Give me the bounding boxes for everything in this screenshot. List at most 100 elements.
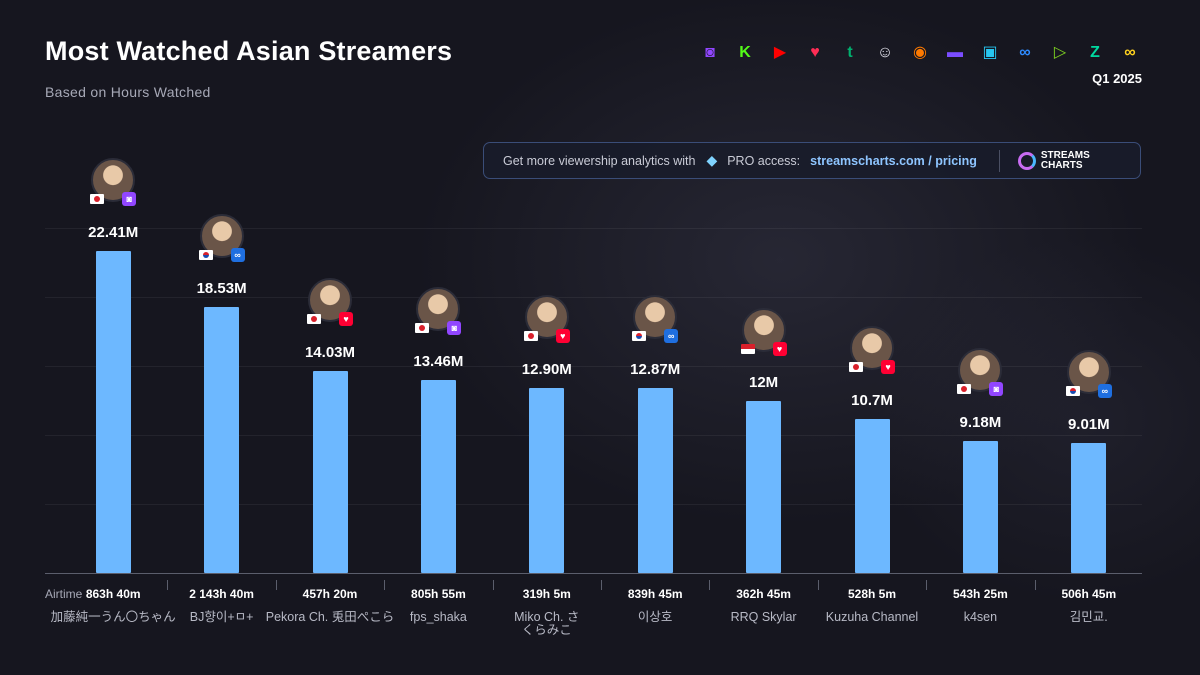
bar-value-label: 18.53M <box>196 279 247 297</box>
country-flag-icon <box>632 330 647 341</box>
diamond-icon: ◆ <box>706 152 718 168</box>
bar-value-label: 14.03M <box>304 344 356 362</box>
bar <box>420 379 456 573</box>
bar <box>1071 443 1107 573</box>
youtube-badge-icon: ♥ <box>772 341 787 356</box>
column-separator <box>1034 580 1036 590</box>
infinity-icon: ∞ <box>1019 44 1031 61</box>
airtime-value: 457h 20m <box>302 587 358 601</box>
youtube-badge-icon: ♥ <box>555 328 570 343</box>
twitch-badge-icon: ◙ <box>122 191 137 206</box>
streamer-avatar <box>524 294 569 339</box>
gridline <box>45 228 1142 229</box>
page-title: Most Watched Asian Streamers <box>45 36 453 66</box>
bar <box>529 387 565 573</box>
country-flag-icon <box>1065 386 1080 397</box>
airtime-value: 839h 45m <box>627 587 683 601</box>
purple-chat-icon: ▬ <box>947 44 963 61</box>
streamscharts-logo-icon <box>1017 151 1036 170</box>
column-separator <box>275 580 277 590</box>
bar-value-label: 10.7M <box>851 392 893 410</box>
streamer-name: fps_shaka <box>409 610 467 624</box>
bar <box>312 371 348 573</box>
orange-eye-icon: ◉ <box>913 44 927 61</box>
bar <box>637 387 673 573</box>
airtime-value: 863h 40m <box>85 587 141 601</box>
streamer-name: 이상호 <box>637 610 673 624</box>
x-axis-baseline <box>45 573 1142 574</box>
bar <box>854 419 890 573</box>
bar <box>962 441 998 573</box>
platform-icons-row: ◙ K ▶ ♥ t ☺ ◉ ▬ ▣ ∞ ▷ Z ∞ <box>698 42 1142 64</box>
airtime-value: 2 143h 40m <box>189 587 254 601</box>
page-subtitle: Based on Hours Watched <box>45 84 211 100</box>
youtube-icon: ▶ <box>773 44 787 61</box>
column-separator <box>167 580 169 590</box>
streamer-name: BJ향이+ㅁ+ <box>189 610 254 624</box>
country-flag-icon <box>307 314 321 325</box>
streamer-name: k4sen <box>963 610 998 624</box>
kick-icon: K <box>739 44 751 61</box>
column-separator <box>817 580 819 590</box>
twitch-icon: ◙ <box>705 44 715 61</box>
logo-line-2: CHARTS <box>1040 159 1083 171</box>
airtime-value: 543h 25m <box>953 587 1008 601</box>
green-t-icon: t <box>847 44 853 61</box>
airtime-value: 362h 45m <box>736 587 791 601</box>
heart-platform-icon: ♥ <box>810 44 820 61</box>
country-flag-icon <box>957 384 972 395</box>
streamer-name: 加藤純一うん〇ちゃん <box>50 610 176 624</box>
twitch-badge-icon: ◙ <box>447 320 462 335</box>
country-flag-icon <box>90 193 105 204</box>
airtime-label: Airtime <box>45 587 83 601</box>
bar <box>746 400 782 573</box>
promo-banner[interactable]: Get more viewership analytics with ◆ PRO… <box>483 142 1141 179</box>
bar-value-label: 12M <box>749 373 779 391</box>
airtime-value: 805h 55m <box>411 587 466 601</box>
infinity-badge-icon: ∞ <box>1097 384 1112 399</box>
youtube-badge-icon: ♥ <box>339 312 353 327</box>
gridline <box>45 435 1142 436</box>
pricing-link[interactable]: streamscharts.com / pricing <box>810 153 977 168</box>
bar-value-label: 12.90M <box>521 360 572 378</box>
streamer-name: RRQ Skylar <box>730 610 797 624</box>
streamer-name: 김민교. <box>1069 610 1108 624</box>
gridline <box>45 366 1142 367</box>
promo-divider <box>998 149 1000 172</box>
streamer-name: Pekora Ch. 兎田ぺこら <box>265 610 395 624</box>
infinity-badge-icon: ∞ <box>664 328 679 343</box>
cyan-video-icon: ▣ <box>982 44 998 61</box>
country-flag-icon <box>740 343 755 354</box>
period-label: Q1 2025 <box>1092 71 1142 86</box>
country-flag-icon <box>415 322 430 333</box>
streamer-name: Miko Ch. さくらみこ <box>514 610 580 637</box>
column-separator <box>709 580 711 590</box>
bar <box>95 250 131 573</box>
column-separator <box>492 580 494 590</box>
airtime-value: 528h 5m <box>847 587 897 601</box>
youtube-badge-icon: ♥ <box>881 360 895 375</box>
airtime-value: 506h 45m <box>1061 587 1117 601</box>
bar-value-label: 13.46M <box>413 352 464 370</box>
green-play-icon: ▷ <box>1053 44 1067 61</box>
bar-value-label: 9.01M <box>1067 416 1110 434</box>
gridline <box>45 504 1142 505</box>
country-flag-icon <box>849 362 863 373</box>
yellow-infinity-icon: ∞ <box>1124 44 1136 61</box>
country-flag-icon <box>523 330 538 341</box>
promo-pro-label: PRO access: <box>727 153 801 168</box>
promo-text: Get more viewership analytics with <box>503 153 696 168</box>
bar-value-label: 22.41M <box>88 223 139 241</box>
twitch-badge-icon: ◙ <box>989 382 1004 397</box>
streamer-name: Kuzuha Channel <box>825 610 919 624</box>
logo-line-1: STREAMS <box>1040 149 1090 161</box>
column-separator <box>384 580 386 590</box>
streamscharts-logo-text: STREAMS CHARTS <box>1040 149 1090 171</box>
gridline <box>45 297 1142 298</box>
bar-value-label: 9.18M <box>959 414 1002 432</box>
country-flag-icon <box>198 249 213 260</box>
bar <box>204 306 240 573</box>
infinity-badge-icon: ∞ <box>230 247 245 262</box>
